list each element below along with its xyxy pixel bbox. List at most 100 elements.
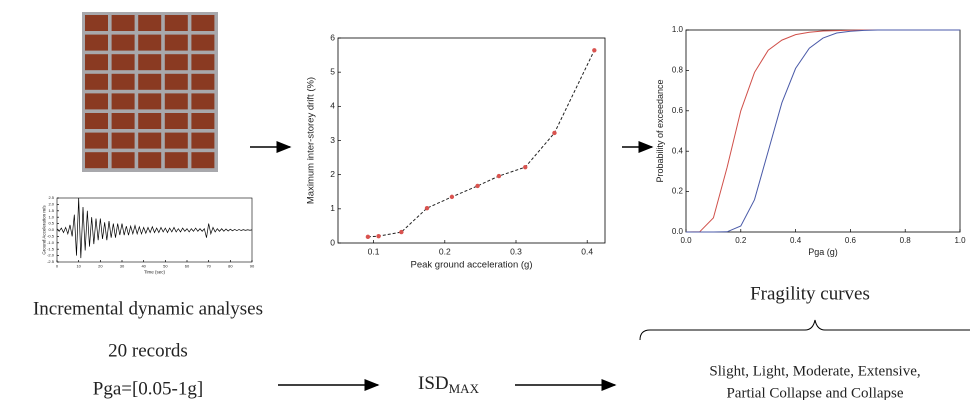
brace bbox=[639, 319, 970, 341]
data-point bbox=[496, 173, 502, 179]
brick bbox=[164, 93, 188, 110]
x-tick-label: 60 bbox=[185, 263, 190, 268]
data-point bbox=[424, 205, 430, 211]
x-axis-label: Pga (g) bbox=[808, 247, 838, 257]
brick bbox=[191, 34, 215, 51]
brick bbox=[191, 15, 215, 31]
series-line bbox=[56, 197, 253, 259]
data-point bbox=[552, 130, 557, 136]
brick bbox=[138, 152, 162, 169]
brick bbox=[191, 152, 215, 169]
x-tick-label: 40 bbox=[141, 263, 146, 268]
brick bbox=[164, 15, 188, 31]
isd-label: ISDMAX bbox=[418, 373, 480, 396]
brick bbox=[85, 132, 108, 149]
y-axis-label: Ground Acceleration m/s bbox=[41, 205, 46, 255]
brick bbox=[111, 93, 135, 110]
y-tick-label: 0 bbox=[330, 237, 335, 247]
y-tick-label: 2.5 bbox=[48, 195, 54, 200]
brick bbox=[138, 93, 162, 110]
y-tick-label: 0.6 bbox=[672, 106, 684, 115]
y-tick-label: -2.0 bbox=[47, 253, 55, 258]
series-line bbox=[367, 50, 595, 238]
y-tick-label: -2.5 bbox=[47, 259, 55, 264]
x-tick-label: 80 bbox=[228, 263, 233, 268]
brick bbox=[191, 93, 215, 110]
y-tick-label: 1.0 bbox=[48, 214, 54, 219]
y-tick-label: 0.2 bbox=[672, 187, 684, 196]
y-tick-label: 0.0 bbox=[672, 227, 684, 236]
data-point bbox=[592, 48, 597, 53]
x-tick-label: 0 bbox=[56, 263, 59, 268]
x-tick-label: 0.4 bbox=[581, 247, 593, 257]
brick bbox=[85, 152, 108, 169]
y-tick-label: 6 bbox=[330, 32, 335, 42]
x-tick-label: 70 bbox=[206, 263, 211, 268]
y-tick-label: 0.5 bbox=[48, 221, 54, 226]
brick bbox=[111, 54, 135, 71]
brick bbox=[111, 132, 135, 149]
data-point bbox=[475, 183, 480, 189]
x-tick-label: 0.3 bbox=[510, 247, 522, 257]
y-tick-label: 4 bbox=[330, 101, 335, 111]
y-tick-label: -0.5 bbox=[47, 233, 55, 238]
y-tick-label: 2 bbox=[330, 169, 335, 179]
x-tick-label: 0.6 bbox=[845, 236, 857, 245]
y-tick-label: 0.0 bbox=[48, 227, 54, 232]
brick bbox=[138, 73, 162, 90]
brick bbox=[85, 34, 108, 51]
brick bbox=[164, 73, 188, 90]
damage-states: Slight, Light, Moderate, Extensive, bbox=[709, 363, 920, 379]
y-tick-label: -1.5 bbox=[47, 246, 55, 251]
brick bbox=[164, 34, 188, 51]
y-tick-label: 0.4 bbox=[672, 146, 684, 155]
fragility-label: Fragility curves bbox=[750, 283, 870, 304]
brick bbox=[85, 15, 108, 31]
wall-image bbox=[82, 12, 218, 172]
brick bbox=[138, 34, 162, 51]
brick bbox=[191, 132, 215, 149]
x-tick-label: 50 bbox=[163, 263, 168, 268]
brick bbox=[164, 54, 188, 71]
brick bbox=[191, 113, 215, 129]
brick bbox=[164, 152, 188, 169]
brick bbox=[111, 152, 135, 169]
brick bbox=[138, 113, 162, 129]
y-tick-label: 0.8 bbox=[672, 66, 684, 75]
ida-label: Incremental dynamic analyses bbox=[33, 298, 263, 319]
records-label: 20 records bbox=[108, 340, 188, 361]
plot-frame bbox=[685, 29, 961, 233]
x-tick-label: 90 bbox=[250, 263, 255, 268]
brick bbox=[85, 73, 108, 90]
x-tick-label: 0.2 bbox=[439, 247, 451, 257]
brick bbox=[164, 132, 188, 149]
brick bbox=[191, 73, 215, 90]
x-axis-label: Peak ground acceleration (g) bbox=[411, 260, 533, 271]
y-axis-label: Maximum inter-storey drift (%) bbox=[305, 77, 316, 204]
series-line bbox=[686, 29, 960, 233]
x-tick-label: 20 bbox=[98, 263, 103, 268]
brick bbox=[138, 54, 162, 71]
y-tick-label: 1 bbox=[330, 203, 335, 213]
data-point bbox=[523, 164, 528, 170]
data-point bbox=[399, 229, 404, 235]
y-tick-label: 2.0 bbox=[48, 201, 54, 206]
y-tick-label: 3 bbox=[330, 135, 335, 145]
data-point bbox=[365, 234, 371, 240]
damage-states: Partial Collapse and Collapse bbox=[726, 385, 903, 400]
y-tick-label: 1.5 bbox=[48, 208, 54, 213]
brick bbox=[138, 132, 162, 149]
x-tick-label: 1.0 bbox=[954, 236, 966, 245]
data-point bbox=[376, 233, 381, 239]
brick bbox=[164, 113, 188, 129]
x-tick-label: 0.1 bbox=[368, 247, 380, 257]
brick bbox=[111, 73, 135, 90]
data-point bbox=[449, 194, 455, 200]
x-tick-label: 10 bbox=[76, 263, 81, 268]
x-axis-label: Time (sec) bbox=[144, 270, 166, 275]
x-tick-label: 0.0 bbox=[680, 236, 692, 245]
brick bbox=[85, 54, 108, 71]
brick bbox=[138, 15, 162, 31]
x-tick-label: 0.8 bbox=[900, 236, 912, 245]
